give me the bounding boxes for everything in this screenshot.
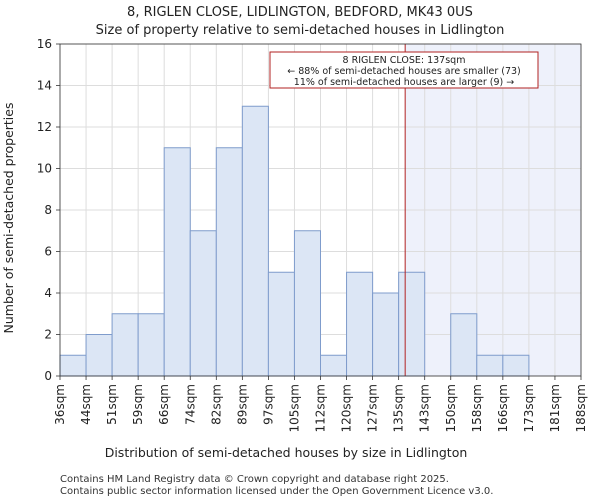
x-tick-label: 112sqm: [314, 384, 328, 432]
bar-120sqm: [346, 271, 374, 377]
bar-82sqm: [215, 147, 243, 377]
bar-59sqm: [137, 313, 165, 377]
footer-licence: Contains public sector information licen…: [60, 486, 493, 497]
x-axis-ticks: 36sqm 44sqm 51sqm 59sqm 66sqm 74sqm 82sqm 89sqm…: [53, 376, 588, 432]
property-annotation: 8 RIGLEN CLOSE: 137sqm ← 88% of semi-det…: [269, 51, 539, 89]
bar-150sqm: [450, 313, 478, 377]
x-tick-label: 188sqm: [574, 384, 588, 432]
x-tick-label: 74sqm: [183, 384, 197, 425]
bar-127sqm: [372, 292, 400, 377]
y-tick-label: 8: [44, 203, 52, 217]
x-axis-label: Distribution of semi-detached houses by …: [105, 445, 468, 460]
bar-66sqm: [163, 147, 191, 377]
x-tick-label: 89sqm: [235, 384, 249, 425]
x-tick-label: 36sqm: [53, 384, 67, 425]
x-tick-label: 44sqm: [79, 384, 93, 425]
annotation-larger: 11% of semi-detached houses are larger (…: [294, 77, 514, 88]
chart-title: 8, RIGLEN CLOSE, LIDLINGTON, BEDFORD, MK…: [127, 5, 473, 20]
x-tick-label: 150sqm: [444, 384, 458, 432]
x-tick-label: 120sqm: [340, 384, 354, 432]
bar-105sqm: [293, 230, 322, 377]
y-axis-ticks: 0 2 4 6 8 10 12 14 16: [37, 37, 60, 383]
bar-36sqm: [59, 354, 87, 377]
x-tick-label: 97sqm: [261, 384, 275, 425]
bar-158sqm: [476, 354, 504, 377]
annotation-smaller: ← 88% of semi-detached houses are smalle…: [287, 66, 521, 77]
bar-135sqm: [398, 271, 426, 377]
x-tick-label: 143sqm: [418, 384, 432, 432]
y-tick-label: 10: [37, 162, 52, 176]
x-tick-label: 135sqm: [392, 384, 406, 432]
annotation-box: [269, 51, 539, 89]
chart-subtitle: Size of property relative to semi-detach…: [96, 23, 505, 38]
plot-frame: [59, 43, 582, 377]
x-tick-label: 105sqm: [287, 384, 301, 432]
bar-97sqm: [267, 271, 295, 377]
y-axis-label: Number of semi-detached properties: [1, 103, 16, 334]
x-tick-label: 66sqm: [157, 384, 171, 425]
bar-44sqm: [85, 334, 113, 377]
x-tick-label: 158sqm: [470, 384, 484, 432]
y-tick-label: 14: [37, 79, 52, 93]
bars: [59, 105, 530, 377]
bar-74sqm: [189, 230, 217, 377]
bar-51sqm: [111, 313, 139, 377]
y-tick-label: 0: [44, 369, 52, 383]
x-tick-label: 181sqm: [548, 384, 562, 432]
x-tick-label: 173sqm: [522, 384, 536, 432]
y-tick-label: 12: [37, 120, 52, 134]
bar-89sqm: [241, 105, 269, 377]
x-tick-label: 82sqm: [209, 384, 223, 425]
y-tick-label: 16: [37, 37, 52, 51]
x-tick-label: 51sqm: [105, 384, 119, 425]
y-tick-label: 4: [44, 286, 52, 300]
x-tick-label: 59sqm: [131, 384, 145, 425]
bar-112sqm: [320, 354, 348, 377]
bar-166sqm: [502, 354, 530, 377]
x-tick-label: 127sqm: [366, 384, 380, 432]
x-tick-label: 166sqm: [496, 384, 510, 432]
y-tick-label: 6: [44, 245, 52, 259]
footer-copyright: Contains HM Land Registry data © Crown c…: [60, 474, 449, 485]
y-tick-label: 2: [44, 328, 52, 342]
annotation-title: 8 RIGLEN CLOSE: 137sqm: [343, 55, 466, 66]
